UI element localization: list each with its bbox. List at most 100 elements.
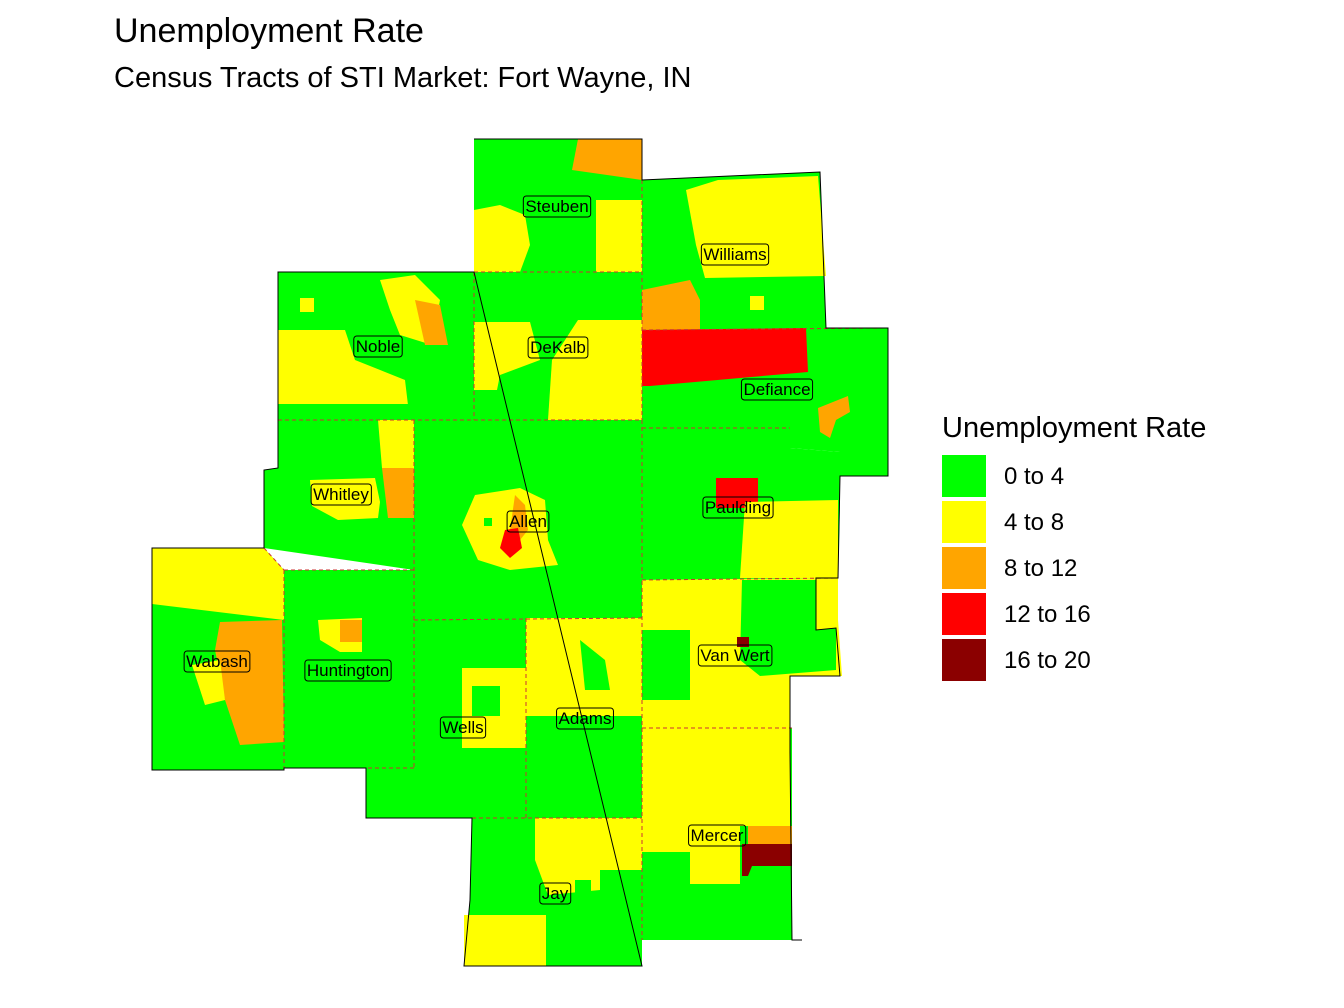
county-label-box <box>556 707 614 730</box>
county-label-box <box>697 644 773 667</box>
county-label: Adams <box>556 707 614 730</box>
county-label: Wabash <box>183 650 251 673</box>
county-label-text: Huntington <box>307 661 389 680</box>
legend-swatch <box>942 593 986 635</box>
county-labels: Steuben Williams Noble DeKalb Defiance Whitle… <box>183 195 814 905</box>
tract <box>378 420 414 468</box>
tract <box>340 620 362 642</box>
county-label-text: Williams <box>703 245 766 264</box>
county-label: Noble <box>353 335 403 358</box>
county-label-text: Van Wert <box>700 646 770 665</box>
county-label: Mercer <box>688 824 747 847</box>
county-label: Van Wert <box>697 644 773 667</box>
county-label-text: Adams <box>559 709 612 728</box>
legend-label: 4 to 8 <box>1004 509 1065 536</box>
county-label-text: Noble <box>356 337 400 356</box>
county-label: DeKalb <box>527 336 589 359</box>
tract <box>415 300 448 345</box>
tract <box>737 637 749 647</box>
tract <box>192 660 225 705</box>
legend-title: Unemployment Rate <box>942 412 1207 444</box>
tract <box>748 826 792 846</box>
county-label-box <box>304 659 392 682</box>
tract <box>740 500 838 578</box>
county-label-box <box>527 336 589 359</box>
tract <box>278 330 410 422</box>
county-label-text: Whitley <box>313 485 369 504</box>
tract <box>572 139 642 180</box>
county-label: Jay <box>539 882 572 905</box>
county-label: Wells <box>439 716 487 739</box>
tract <box>310 478 380 520</box>
tract <box>300 298 314 312</box>
tract <box>474 205 530 272</box>
legend-swatch <box>942 639 986 681</box>
tract <box>535 818 642 895</box>
county-label-box <box>310 483 372 506</box>
tract <box>750 296 764 310</box>
tract <box>152 548 284 620</box>
tract <box>686 176 826 278</box>
page-title: Unemployment Rate <box>114 12 424 50</box>
county-label: Williams <box>700 243 770 266</box>
legend-label: 16 to 20 <box>1004 647 1091 674</box>
county-label-box <box>539 882 572 905</box>
legend-item: 8 to 12 <box>942 547 1206 593</box>
county-label-text: Wells <box>442 718 483 737</box>
county-label: Paulding <box>702 496 774 519</box>
county-label-text: Defiance <box>743 380 810 399</box>
county-borders <box>263 180 889 940</box>
legend-label: 0 to 4 <box>1004 463 1065 490</box>
county-label-box <box>702 496 774 519</box>
legend-item: 12 to 16 <box>942 593 1206 639</box>
legend-swatch <box>942 501 986 543</box>
county-label-text: Paulding <box>705 498 771 517</box>
tract <box>284 570 414 768</box>
county-label-text: Wabash <box>186 652 248 671</box>
market-outline <box>151 138 889 967</box>
tract <box>642 630 690 700</box>
tract <box>642 328 808 386</box>
tract <box>642 728 790 884</box>
county-label-box <box>740 378 814 401</box>
tract <box>580 640 610 690</box>
county-label-box <box>439 716 487 739</box>
tract <box>548 320 642 420</box>
county-label-text: Allen <box>509 512 547 531</box>
legend-item: 0 to 4 <box>942 455 1206 501</box>
county-label: Huntington <box>304 659 392 682</box>
tract <box>382 468 414 518</box>
page-subtitle: Census Tracts of STI Market: Fort Wayne,… <box>114 62 692 94</box>
county-label-box <box>688 824 747 847</box>
county-label: Defiance <box>740 378 814 401</box>
tract <box>500 528 522 558</box>
legend-swatch <box>942 455 986 497</box>
tract <box>740 580 836 676</box>
county-label-text: DeKalb <box>530 338 586 357</box>
county-label: Allen <box>506 510 550 533</box>
legend-item: 4 to 8 <box>942 501 1206 547</box>
county-label-text: Jay <box>542 884 569 903</box>
legend-label: 8 to 12 <box>1004 555 1078 582</box>
legend-swatch <box>942 547 986 589</box>
tract <box>484 518 492 526</box>
tract <box>464 915 546 966</box>
tract <box>472 686 500 716</box>
tract <box>818 396 850 438</box>
tract <box>462 488 558 570</box>
county-label: Steuben <box>522 195 592 218</box>
legend-label: 12 to 16 <box>1004 601 1091 628</box>
county-label-text: Steuben <box>525 197 588 216</box>
legend-item: 16 to 20 <box>942 639 1206 685</box>
county-label-box <box>506 510 550 533</box>
tract <box>575 880 591 894</box>
tract <box>596 200 642 272</box>
tract <box>642 280 700 330</box>
county-label: Whitley <box>310 483 372 506</box>
county-label-box <box>522 195 592 218</box>
legend: Unemployment Rate 0 to 4 4 to 8 8 to 12 … <box>942 412 1206 685</box>
census-tracts <box>152 139 888 966</box>
county-label-box <box>700 243 770 266</box>
tract <box>742 844 792 876</box>
